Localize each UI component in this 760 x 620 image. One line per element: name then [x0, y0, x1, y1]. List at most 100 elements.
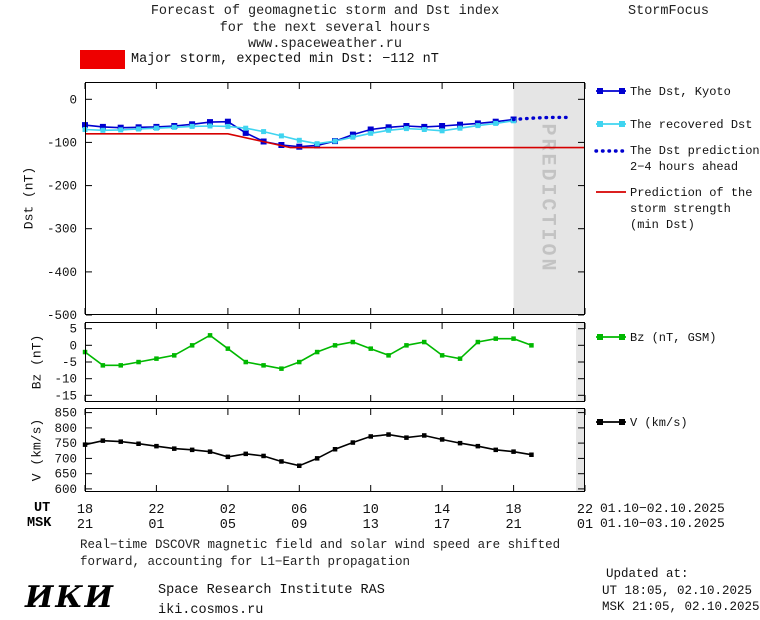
series-marker-bz-nt-gsm	[493, 336, 498, 341]
legend-swatch-v-marker	[619, 419, 625, 425]
legend-strength-line1: Prediction of the	[630, 186, 753, 200]
series-marker-the-recovered-dst	[207, 123, 213, 129]
series-marker-the-recovered-dst	[475, 123, 481, 129]
series-marker-the-dst-kyoto	[367, 126, 374, 133]
series-marker-bz-nt-gsm	[100, 363, 106, 368]
series-marker-the-recovered-dst	[493, 120, 499, 126]
series-marker-v-km-s	[136, 441, 141, 446]
series-marker-bz-nt-gsm	[243, 359, 248, 365]
y-tick-label: -100	[47, 136, 77, 150]
series-marker-v-km-s	[243, 451, 248, 457]
series-marker-the-dst-kyoto	[385, 124, 392, 131]
ut-tick-label: 18	[77, 503, 93, 518]
legend-swatch-recovered-marker	[619, 121, 625, 127]
series-marker-bz-nt-gsm	[314, 349, 320, 355]
msk-tick-label: 09	[291, 518, 307, 533]
series-marker-bz-nt-gsm	[225, 346, 231, 351]
legend-swatch-bz-marker	[597, 334, 603, 340]
legend-prediction-line2: 2−4 hours ahead	[630, 160, 739, 174]
legend-swatch-v-marker	[597, 419, 603, 425]
ut-date-range: 01.10−02.10.2025	[600, 501, 725, 516]
legend-swatch-bz-marker	[619, 334, 625, 340]
series-marker-the-recovered-dst	[332, 138, 338, 144]
series-marker-the-dst-kyoto	[439, 123, 446, 129]
series-marker-v-km-s	[297, 463, 302, 468]
series-marker-v-km-s	[493, 447, 498, 453]
dst-axis-label: Dst (nT)	[21, 166, 37, 230]
ut-tick-label: 10	[363, 503, 379, 518]
series-marker-the-dst-kyoto	[296, 143, 303, 150]
y-tick-label: 750	[54, 437, 77, 451]
series-line-prediction-of-the-storm-strength-min-dst	[85, 133, 585, 149]
title-website: www.spaceweather.ru	[248, 37, 402, 52]
msk-axis-word: MSK	[27, 516, 52, 531]
series-marker-bz-nt-gsm	[386, 353, 391, 358]
series-marker-v-km-s	[225, 454, 231, 460]
institute-name: Space Research Institute RAS	[158, 583, 385, 598]
institute-website: iki.cosmos.ru	[158, 603, 264, 618]
series-marker-the-dst-kyoto	[403, 123, 410, 129]
series-marker-the-recovered-dst	[171, 124, 177, 130]
storm-level-swatch	[80, 50, 125, 69]
series-line-v-km-s	[84, 433, 532, 467]
y-tick-label: -500	[47, 309, 77, 323]
series-marker-the-recovered-dst	[403, 126, 409, 132]
updated-at-label: Updated at:	[606, 567, 689, 581]
series-marker-v-km-s	[332, 447, 338, 452]
ut-axis-word: UT	[34, 501, 51, 516]
ut-tick-label: 02	[220, 503, 236, 518]
series-marker-v-km-s	[386, 432, 391, 437]
series-marker-bz-nt-gsm	[529, 343, 534, 348]
series-marker-bz-nt-gsm	[439, 353, 445, 358]
prediction-zone-label: PREDICTION	[535, 123, 558, 273]
title-line-2: for the next several hours	[219, 20, 431, 36]
y-tick-label: -10	[54, 373, 77, 387]
series-marker-the-recovered-dst	[261, 129, 267, 135]
series-marker-v-km-s	[457, 440, 463, 446]
series-marker-v-km-s	[100, 438, 106, 443]
series-marker-bz-nt-gsm	[422, 339, 427, 345]
series-marker-bz-nt-gsm	[332, 343, 338, 348]
msk-tick-label: 21	[77, 518, 93, 533]
series-marker-v-km-s	[404, 435, 409, 440]
series-marker-bz-nt-gsm	[475, 339, 481, 345]
series-line-the-dst-prediction-2-4-hours-ahead	[511, 115, 569, 122]
series-marker-v-km-s	[422, 433, 427, 438]
series-marker-bz-nt-gsm	[189, 343, 195, 348]
y-tick-label: -300	[47, 223, 77, 237]
legend-swatch-dst-kyoto-marker	[597, 88, 603, 94]
series-marker-bz-nt-gsm	[297, 359, 302, 365]
page-title: Forecast of geomagnetic storm and Dst in…	[95, 4, 555, 54]
brand-stormfocus: StormFocus	[628, 4, 710, 19]
series-marker-the-recovered-dst	[439, 128, 445, 134]
msk-tick-label: 05	[220, 518, 236, 533]
msk-date-range: 01.10−03.10.2025	[600, 516, 725, 531]
y-tick-label: 700	[54, 452, 77, 466]
ut-tick-label: 22	[148, 503, 164, 518]
ut-tick-label: 06	[291, 503, 307, 518]
legend-strength-line3: (min Dst)	[630, 218, 695, 232]
series-marker-bz-nt-gsm	[154, 356, 159, 361]
legend-dst-kyoto: The Dst, Kyoto	[630, 85, 731, 99]
series-marker-the-dst-kyoto	[224, 118, 231, 125]
legend-recovered: The recovered Dst	[630, 118, 753, 132]
msk-tick-label: 01	[148, 518, 164, 533]
y-tick-label: -15	[54, 389, 77, 403]
series-marker-v-km-s	[172, 446, 177, 451]
series-marker-the-recovered-dst	[153, 125, 159, 131]
series-marker-bz-nt-gsm	[404, 343, 409, 348]
series-marker-v-km-s	[118, 439, 123, 444]
series-marker-the-dst-kyoto	[421, 123, 428, 130]
footer-note-line2: forward, accounting for L1−Earth propaga…	[80, 555, 411, 569]
series-marker-the-recovered-dst	[243, 125, 249, 131]
msk-tick-label: 01	[577, 518, 593, 533]
msk-tick-label: 17	[434, 518, 450, 533]
legend-bz: Bz (nT, GSM)	[630, 331, 717, 345]
series-marker-the-recovered-dst	[368, 130, 374, 136]
plot-frame	[85, 322, 585, 402]
ut-tick-label: 18	[505, 503, 521, 518]
series-marker-v-km-s	[529, 452, 534, 457]
y-tick-label: 650	[54, 468, 77, 482]
updated-ut: UT 18:05, 02.10.2025	[602, 584, 753, 598]
series-marker-v-km-s	[368, 434, 373, 439]
